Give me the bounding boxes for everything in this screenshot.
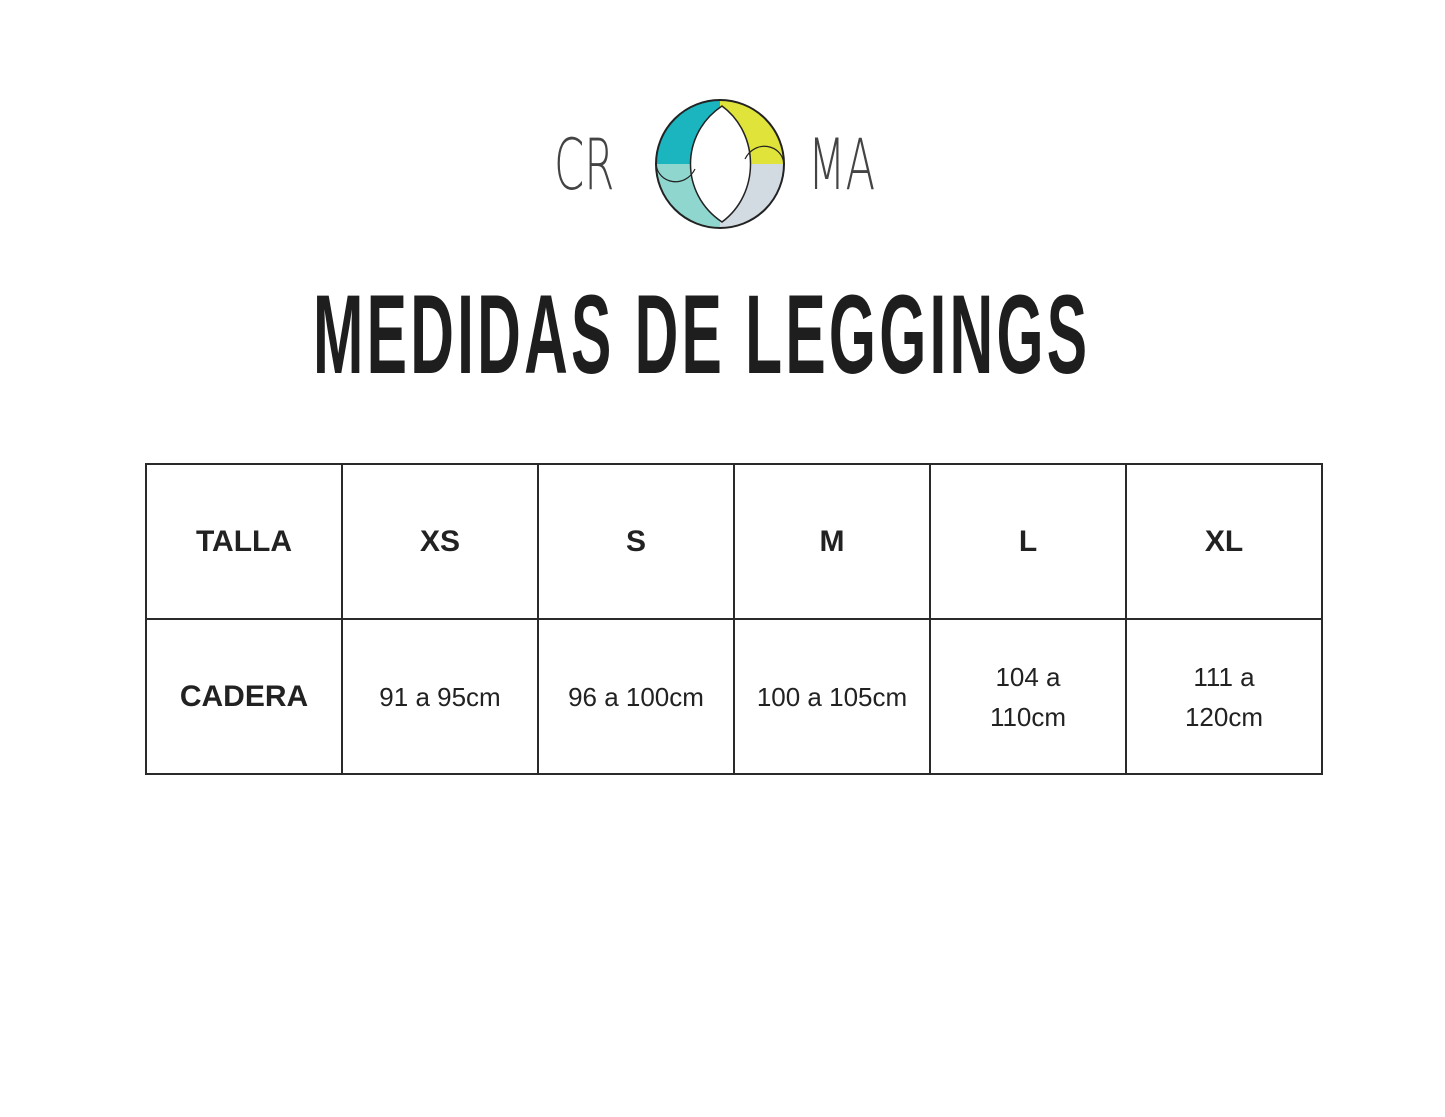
- table-row-cadera: CADERA 91 a 95cm 96 a 100cm 100 a 105cm …: [145, 618, 1323, 775]
- cell-text: 104 a 110cm: [989, 661, 1067, 732]
- cell-text: 91 a 95cm: [379, 681, 501, 712]
- croma-logo: CR MA: [540, 90, 910, 240]
- cell-l: 104 a 110cm: [929, 618, 1127, 775]
- logo-letters-right: MA: [808, 124, 876, 206]
- header-cell-talla: TALLA: [145, 463, 343, 620]
- cell-s: 96 a 100cm: [537, 618, 735, 775]
- header-cell-xs: XS: [341, 463, 539, 620]
- size-table: TALLA XS S M L XL CADERA 91 a 95cm 96 a …: [145, 463, 1323, 775]
- page-title: MEDIDAS DE LEGGINGS: [313, 272, 1091, 397]
- header-cell-l: L: [929, 463, 1127, 620]
- table-header-row: TALLA XS S M L XL: [145, 463, 1323, 620]
- cell-xs: 91 a 95cm: [341, 618, 539, 775]
- header-cell-m: M: [733, 463, 931, 620]
- row-label-cadera: CADERA: [145, 618, 343, 775]
- cell-text: 111 a 120cm: [1184, 661, 1264, 732]
- header-cell-xl: XL: [1125, 463, 1323, 620]
- logo-letters-left: CR: [554, 124, 615, 206]
- logo-ring-icon: [655, 99, 785, 229]
- cell-xl: 111 a 120cm: [1125, 618, 1323, 775]
- cell-text: 100 a 105cm: [756, 681, 908, 712]
- header-cell-s: S: [537, 463, 735, 620]
- cell-text: 96 a 100cm: [568, 681, 704, 712]
- cell-m: 100 a 105cm: [733, 618, 931, 775]
